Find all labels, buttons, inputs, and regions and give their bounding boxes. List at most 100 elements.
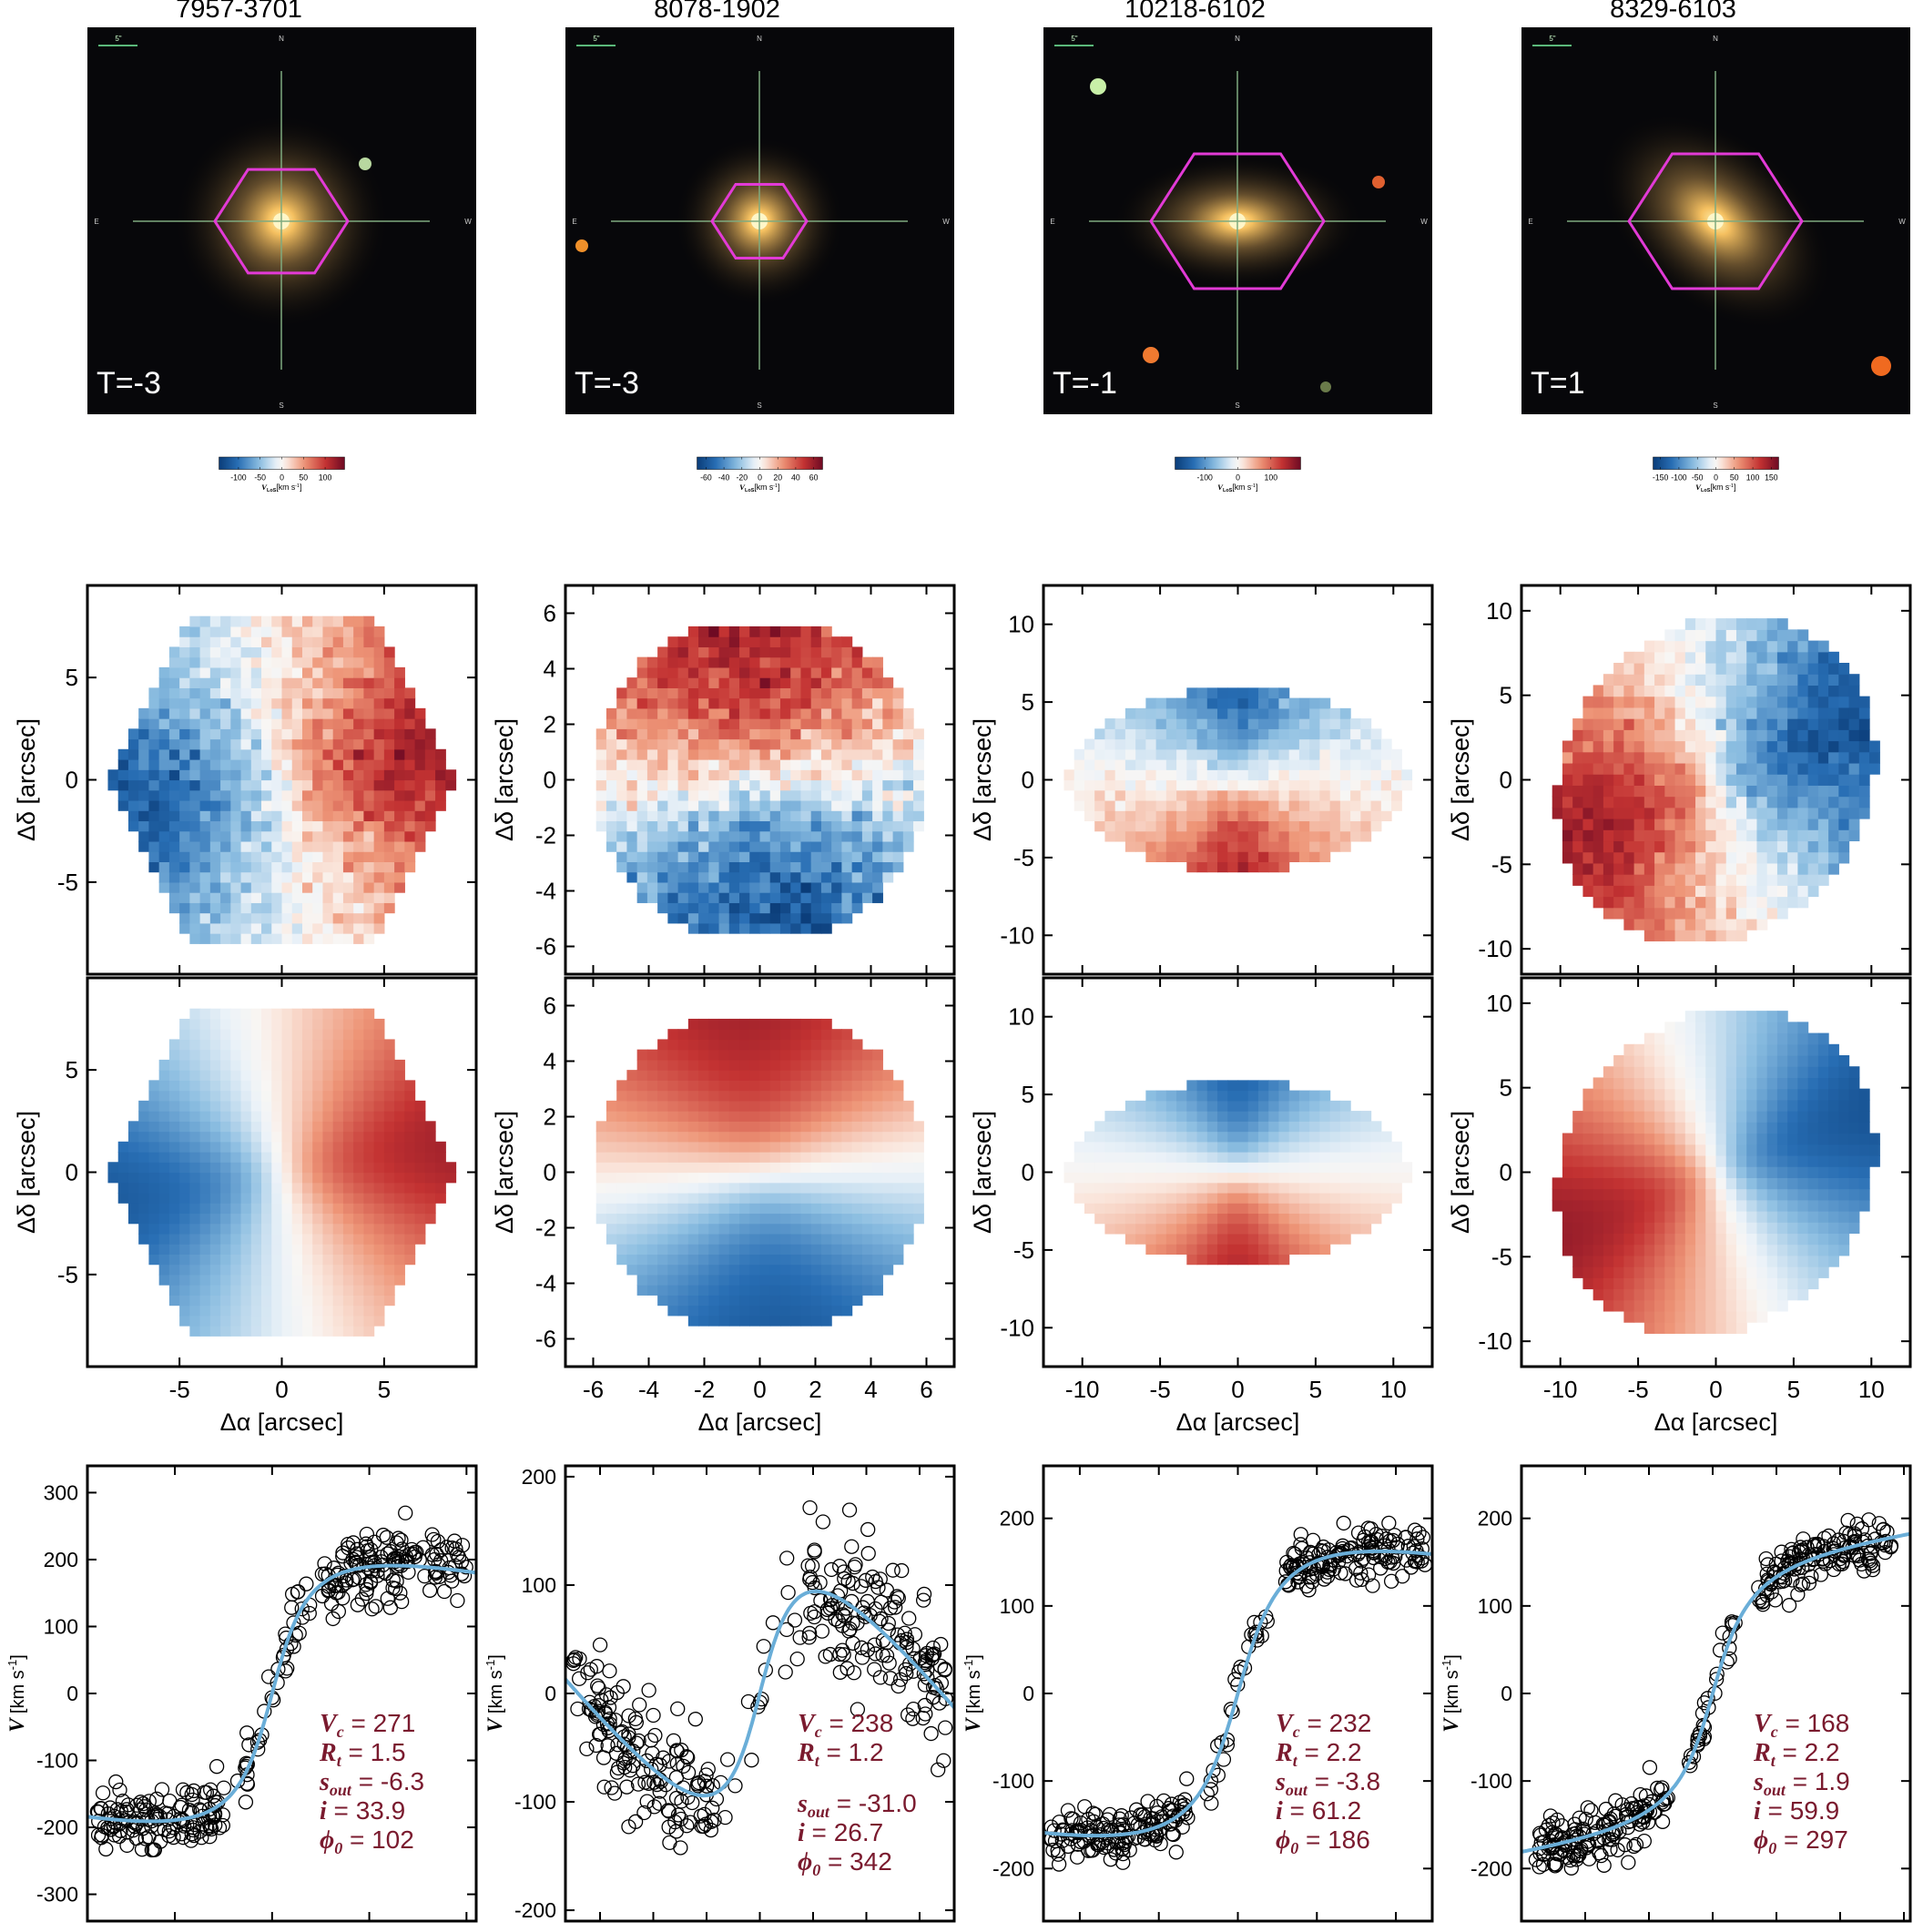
velocity-pixel bbox=[616, 687, 628, 699]
velocity-pixel bbox=[708, 912, 720, 924]
velocity-pixel bbox=[394, 1203, 405, 1215]
velocity-pixel bbox=[872, 748, 883, 760]
velocity-pixel bbox=[790, 840, 802, 852]
velocity-pixel bbox=[1227, 1131, 1239, 1143]
velocity-pixel bbox=[271, 1274, 283, 1286]
y-tick-label: 5 bbox=[1022, 688, 1034, 716]
velocity-pixel bbox=[199, 1233, 211, 1245]
velocity-pixel bbox=[657, 1121, 668, 1133]
velocity-pixel bbox=[363, 1070, 375, 1081]
velocity-pixel bbox=[810, 1203, 822, 1215]
velocity-pixel bbox=[291, 1162, 303, 1174]
velocity-pixel bbox=[820, 687, 832, 699]
velocity-pixel bbox=[383, 1254, 395, 1266]
velocity-pixel bbox=[261, 656, 272, 668]
velocity-pixel bbox=[158, 707, 170, 719]
velocity-pixel bbox=[800, 820, 812, 832]
velocity-pixel bbox=[698, 789, 709, 801]
velocity-pixel bbox=[291, 697, 303, 709]
velocity-pixel bbox=[240, 810, 252, 822]
velocity-pixel bbox=[342, 1172, 354, 1184]
velocity-pixel bbox=[1206, 830, 1218, 842]
velocity-pixel bbox=[199, 615, 211, 627]
velocity-pixel bbox=[1124, 840, 1136, 852]
velocity-pixel bbox=[1257, 748, 1269, 760]
velocity-pixel bbox=[383, 892, 395, 903]
velocity-pixel bbox=[250, 697, 262, 709]
velocity-pixel bbox=[312, 1326, 324, 1337]
velocity-pixel bbox=[209, 1039, 221, 1051]
velocity-pixel bbox=[1247, 1121, 1259, 1133]
velocity-point bbox=[166, 1829, 181, 1846]
velocity-pixel bbox=[261, 1295, 272, 1307]
velocity-pixel bbox=[414, 769, 426, 781]
velocity-pixel bbox=[322, 1182, 334, 1194]
velocity-pixel bbox=[1206, 1152, 1218, 1163]
velocity-pixel bbox=[1309, 759, 1320, 770]
velocity-pixel bbox=[179, 1029, 190, 1041]
velocity-pixel bbox=[342, 1182, 354, 1194]
velocity-pixel bbox=[749, 1070, 761, 1081]
velocity-pixel bbox=[779, 759, 791, 770]
velocity-pixel bbox=[616, 830, 628, 842]
velocity-pixel bbox=[301, 697, 313, 709]
velocity-pixel bbox=[739, 646, 750, 658]
velocity-pixel bbox=[301, 1162, 313, 1174]
velocity-pixel bbox=[636, 892, 648, 903]
velocity-pixel bbox=[199, 1090, 211, 1102]
velocity-pixel bbox=[373, 656, 385, 668]
velocity-pixel bbox=[291, 902, 303, 914]
velocity-pixel bbox=[1217, 707, 1228, 719]
velocity-pixel bbox=[1278, 789, 1290, 801]
velocity-pixel bbox=[281, 636, 293, 648]
velocity-point bbox=[925, 1680, 941, 1695]
velocity-point bbox=[717, 1809, 733, 1825]
velocity-pixel bbox=[718, 1305, 730, 1317]
velocity-pixel bbox=[831, 820, 842, 832]
velocity-pixel bbox=[739, 697, 750, 709]
velocity-point bbox=[925, 1690, 941, 1705]
velocity-pixel bbox=[667, 1059, 679, 1071]
velocity-pixel bbox=[1135, 1233, 1146, 1245]
velocity-pixel bbox=[301, 1111, 313, 1122]
velocity-pixel bbox=[1309, 707, 1320, 719]
velocity-pixel bbox=[373, 1152, 385, 1163]
velocity-pixel bbox=[831, 1254, 842, 1266]
velocity-pixel bbox=[209, 902, 221, 914]
velocity-pixel bbox=[127, 779, 139, 791]
velocity-pixel bbox=[1176, 1090, 1187, 1102]
velocity-point bbox=[661, 1819, 677, 1835]
velocity-pixel bbox=[749, 1039, 761, 1051]
velocity-pixel bbox=[301, 1203, 313, 1215]
velocity-pixel bbox=[1135, 1213, 1146, 1225]
velocity-pixel bbox=[1278, 851, 1290, 862]
velocity-pixel bbox=[301, 677, 313, 688]
velocity-pixel bbox=[759, 1244, 771, 1255]
velocity-pixel bbox=[209, 1285, 221, 1296]
velocity-pixel bbox=[1329, 728, 1341, 740]
velocity-pixel bbox=[158, 789, 170, 801]
velocity-point bbox=[901, 1611, 917, 1626]
velocity-pixel bbox=[291, 1090, 303, 1102]
velocity-pixel bbox=[332, 718, 344, 729]
velocity-pixel bbox=[199, 1172, 211, 1184]
velocity-pixel bbox=[240, 769, 252, 781]
velocity-pixel bbox=[281, 830, 293, 842]
velocity-pixel bbox=[332, 1182, 344, 1194]
velocity-pixel bbox=[739, 912, 750, 924]
velocity-pixel bbox=[1217, 840, 1228, 852]
velocity-pixel bbox=[1360, 748, 1372, 760]
velocity-pixel bbox=[1145, 1203, 1157, 1215]
velocity-point bbox=[860, 1593, 875, 1610]
velocity-pixel bbox=[841, 1305, 853, 1317]
velocity-pixel bbox=[831, 1141, 842, 1153]
velocity-pixel bbox=[790, 769, 802, 781]
velocity-pixel bbox=[301, 666, 313, 678]
velocity-point bbox=[637, 1774, 653, 1790]
velocity-pixel bbox=[1370, 810, 1382, 822]
velocity-pixel bbox=[810, 1172, 822, 1184]
velocity-pixel bbox=[261, 697, 272, 709]
velocity-pixel bbox=[168, 769, 180, 781]
velocity-pixel bbox=[810, 1080, 822, 1092]
velocity-pixel bbox=[301, 1008, 313, 1020]
